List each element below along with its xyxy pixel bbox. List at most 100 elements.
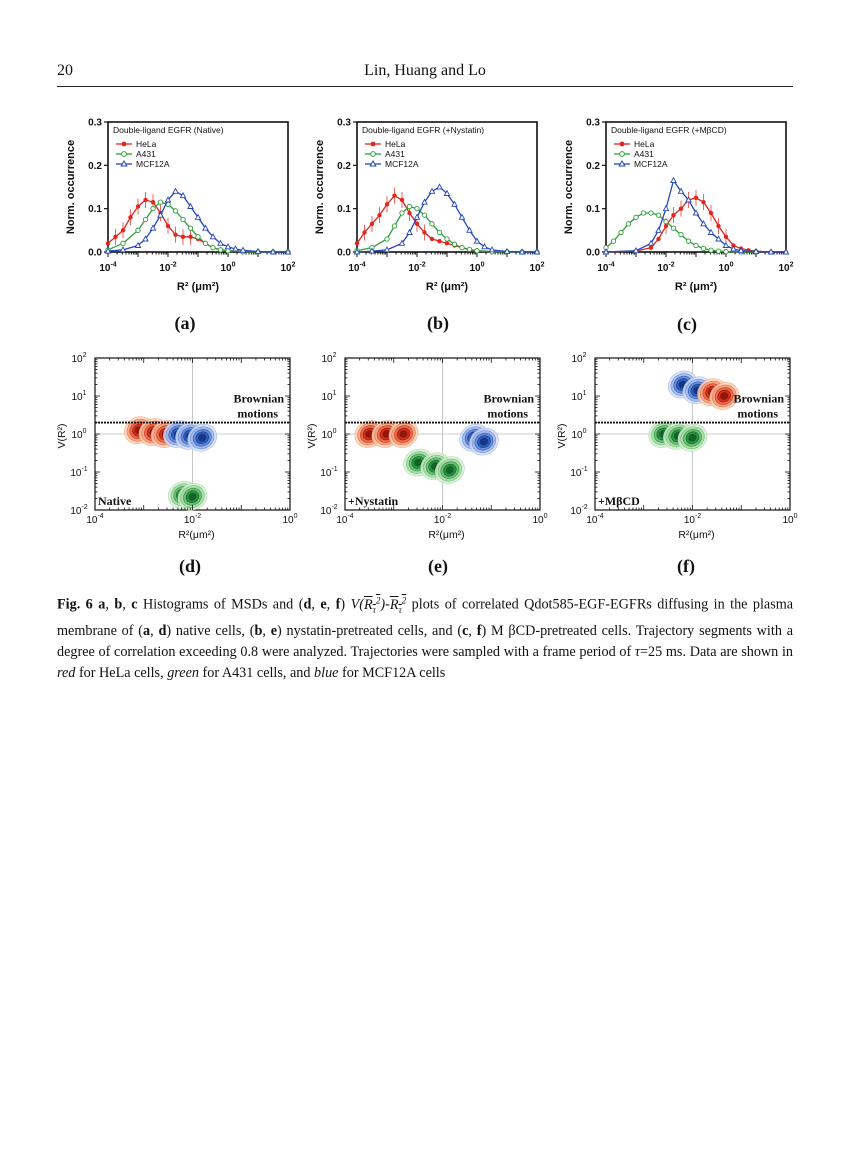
- caption-math-v: V(Rτ2)-Rτ2: [350, 595, 407, 615]
- panel-label-d: (d): [179, 556, 201, 576]
- data-point: [715, 235, 722, 242]
- data-point: [647, 239, 655, 246]
- data-point: [701, 199, 706, 205]
- data-point: [195, 234, 201, 240]
- panel-f: Brownian motions +MβCD 10-2 10-1 100 101 102 10-…: [555, 350, 800, 550]
- data-point: [640, 210, 647, 216]
- contour-a431: [435, 456, 465, 484]
- legend-marker: [619, 151, 625, 157]
- data-point: [188, 234, 193, 240]
- data-point: [414, 206, 420, 212]
- x-tick-label: 102: [529, 262, 544, 275]
- data-point: [105, 241, 111, 246]
- y-tick-label: 100: [321, 428, 336, 441]
- x-tick-label: 10-2: [408, 262, 425, 275]
- legend-marker: [369, 159, 377, 167]
- data-point: [157, 199, 164, 205]
- contour-level: [188, 492, 197, 501]
- region-label: motions: [487, 407, 528, 421]
- data-point: [399, 197, 405, 203]
- x-tick-label: 100: [532, 513, 547, 526]
- y-tick-label: 0.2: [586, 161, 600, 172]
- data-point: [428, 187, 436, 194]
- caption-ref-f: f: [335, 596, 341, 613]
- data-point: [194, 213, 202, 220]
- data-point: [474, 248, 480, 254]
- data-point: [135, 204, 141, 209]
- data-point: [209, 233, 217, 240]
- condition-label: +Nystatin: [348, 494, 399, 508]
- data-point: [217, 239, 224, 246]
- data-point: [134, 241, 142, 248]
- legend-entry: HeLa: [385, 139, 406, 149]
- caption-ref-d: d: [303, 596, 312, 613]
- data-point: [715, 248, 722, 254]
- data-point: [671, 212, 676, 218]
- x-tick-label: 10-4: [99, 262, 116, 275]
- data-point: [708, 247, 714, 253]
- data-point: [406, 228, 413, 235]
- data-point: [157, 211, 164, 218]
- chart-title: Double-ligand EGFR (+Nystatin): [362, 125, 484, 135]
- caption-text: ) native cells, (: [166, 622, 255, 639]
- contour-a431: [177, 482, 208, 511]
- data-point: [142, 235, 149, 242]
- y-tick-label: 0.2: [337, 161, 351, 172]
- x-axis-label: R² (μm²): [426, 281, 469, 293]
- data-point: [180, 216, 186, 223]
- data-point: [429, 221, 435, 227]
- data-point: [429, 236, 435, 242]
- data-point: [458, 213, 466, 220]
- x-axis-label: R² (μm²): [177, 281, 220, 293]
- x-tick-label: 100: [282, 513, 297, 526]
- data-point: [618, 229, 624, 236]
- data-point: [677, 187, 685, 194]
- panel-c: 0.0 0.1 0.2 0.3 10-4 10-2 100 102 Norm. occurren…: [558, 110, 798, 310]
- data-point: [384, 202, 390, 207]
- data-point: [692, 209, 700, 216]
- caption-ref-b: b: [114, 596, 123, 613]
- legend-marker: [619, 141, 625, 147]
- data-point: [625, 221, 632, 227]
- data-point: [459, 245, 465, 251]
- y-tick-label: 102: [71, 352, 86, 365]
- data-point: [533, 248, 541, 255]
- x-axis-label: R²(μm²): [178, 529, 214, 541]
- y-tick-label: 0.3: [586, 118, 600, 129]
- condition-label: Native: [98, 494, 132, 508]
- data-point: [693, 195, 699, 201]
- region-label: motions: [737, 407, 778, 421]
- data-point: [187, 202, 194, 209]
- y-axis-label: V(R²): [56, 423, 68, 448]
- data-point: [149, 224, 157, 231]
- y-tick-label: 10-1: [70, 466, 87, 479]
- y-tick-label: 10-2: [70, 504, 87, 517]
- x-tick-label: 10-4: [86, 513, 103, 526]
- contour-mcf12a: [187, 424, 218, 452]
- data-point: [678, 206, 684, 211]
- data-point: [663, 223, 669, 229]
- data-point: [730, 245, 737, 252]
- data-point: [210, 245, 216, 251]
- data-point: [164, 196, 172, 203]
- data-point: [722, 241, 730, 248]
- data-point: [413, 213, 421, 220]
- legend-entry: HeLa: [634, 139, 655, 149]
- plot-frame: [356, 121, 538, 253]
- data-point: [421, 198, 428, 205]
- data-point: [143, 197, 148, 203]
- data-point: [503, 247, 511, 255]
- x-tick-label: 10-2: [657, 262, 674, 275]
- data-point: [678, 232, 684, 238]
- data-point: [767, 248, 775, 255]
- y-tick-label: 102: [321, 352, 336, 365]
- contour-level: [720, 392, 729, 400]
- y-tick-label: 10-2: [570, 504, 587, 517]
- caption-text: plots of correlated Qdot585-EGF-EGFRs di…: [57, 596, 794, 639]
- x-axis-label: R²(μm²): [428, 529, 464, 541]
- caption-tau: τ: [634, 643, 640, 660]
- data-point: [656, 236, 661, 242]
- data-point: [128, 215, 133, 220]
- data-point: [663, 219, 669, 225]
- data-point: [633, 214, 639, 220]
